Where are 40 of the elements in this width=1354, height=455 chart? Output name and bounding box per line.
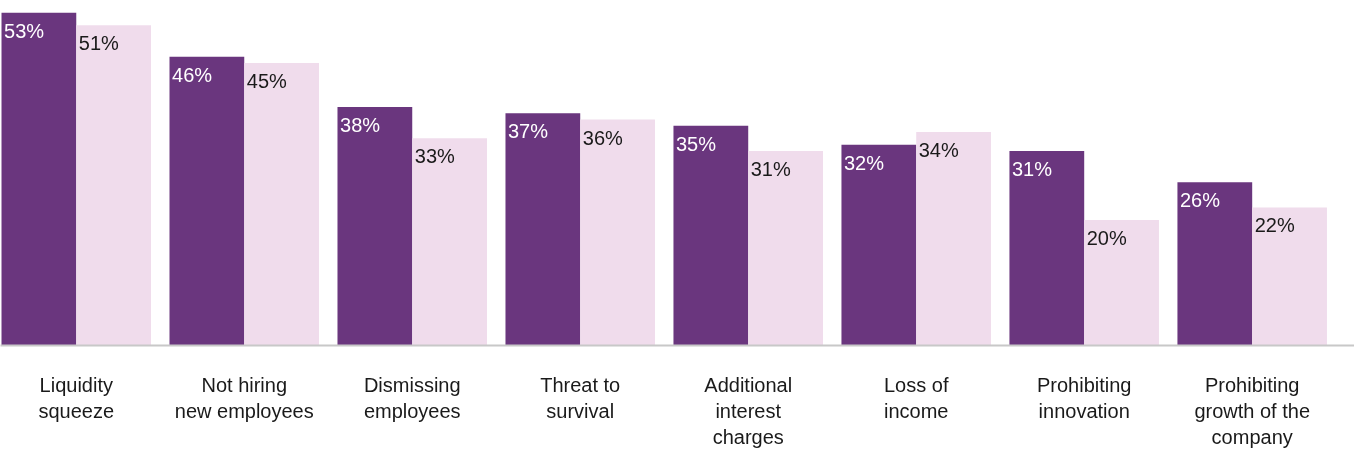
data-label: 31% bbox=[750, 157, 791, 180]
x-tick-label: Liquidity squeeze bbox=[38, 373, 115, 422]
x-tick-label: Not hiring new employees bbox=[174, 373, 314, 422]
bar bbox=[673, 125, 749, 346]
bar bbox=[505, 113, 581, 346]
bar bbox=[748, 150, 823, 346]
data-label: 45% bbox=[246, 70, 288, 93]
data-label: 33% bbox=[414, 145, 456, 168]
data-label: 53% bbox=[4, 19, 45, 42]
data-label: 32% bbox=[843, 151, 885, 174]
bar bbox=[841, 144, 917, 346]
data-label: 22% bbox=[1254, 214, 1295, 237]
x-tick-label: Threat to survival bbox=[540, 373, 621, 422]
x-tick-label: Prohibiting growth of the company bbox=[1194, 373, 1311, 449]
x-tick-label: Prohibiting innovation bbox=[1036, 373, 1132, 422]
bar bbox=[244, 63, 320, 346]
data-label: 51% bbox=[78, 32, 120, 55]
bar bbox=[1009, 150, 1085, 346]
bar bbox=[169, 56, 245, 346]
data-label: 36% bbox=[582, 126, 623, 149]
x-tick-label: Loss of income bbox=[883, 373, 949, 422]
data-label: 31% bbox=[1011, 157, 1053, 180]
bar bbox=[916, 132, 991, 346]
data-label: 37% bbox=[508, 120, 549, 143]
data-label: 26% bbox=[1179, 189, 1221, 212]
data-label: 35% bbox=[675, 132, 717, 155]
x-tick-label: Dismissing employees bbox=[363, 373, 461, 422]
data-label: 34% bbox=[918, 139, 959, 162]
x-tick-label: Additional interest charges bbox=[704, 373, 793, 449]
bar bbox=[1252, 207, 1327, 346]
bar bbox=[337, 106, 413, 346]
data-label: 46% bbox=[172, 63, 213, 86]
bar bbox=[1177, 182, 1253, 346]
bar bbox=[412, 138, 487, 346]
bar bbox=[76, 25, 152, 346]
bar bbox=[1, 12, 77, 346]
bar bbox=[580, 119, 655, 346]
bar bbox=[1084, 219, 1159, 346]
data-label: 20% bbox=[1086, 226, 1127, 249]
data-label: 38% bbox=[340, 113, 381, 136]
